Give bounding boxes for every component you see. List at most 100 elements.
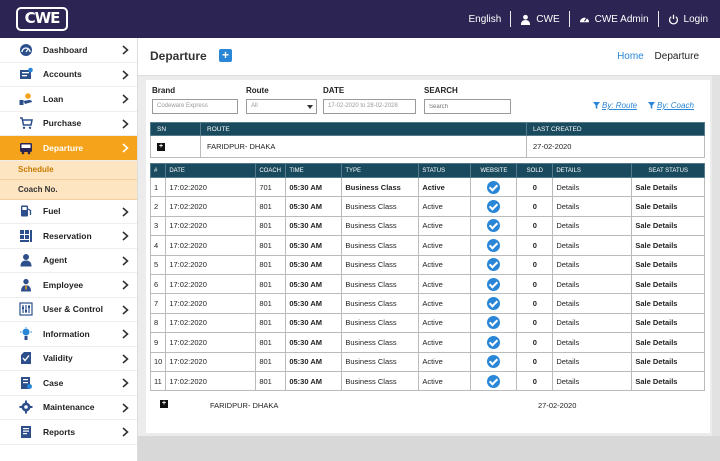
index-cell: 6: [149, 273, 167, 295]
website-check-icon[interactable]: [487, 219, 501, 233]
login-button[interactable]: Login: [668, 14, 708, 25]
table-row[interactable]: 4 17:02:2020 801 05:30 AM Business Class Acti…: [149, 235, 705, 256]
admin-menu[interactable]: CWE Admin: [579, 14, 649, 25]
top-navbar: CWE English CWE CWE Admin Login: [0, 0, 720, 38]
details-link[interactable]: Details: [552, 370, 633, 392]
details-link[interactable]: Details: [552, 215, 633, 237]
table-row[interactable]: 10 17:02:2020 801 05:30 AM Business Class Act…: [149, 351, 705, 372]
sale-details-link[interactable]: Sale Details: [631, 370, 705, 392]
filter-by-coach-link[interactable]: By: Coach: [648, 101, 694, 110]
sidebar-item-case[interactable]: Case: [0, 371, 137, 396]
search-label: SEARCH: [424, 86, 458, 95]
expand-cell: +: [150, 135, 201, 158]
table-row[interactable]: 11 17:02:2020 801 05:30 AM Business Class Act…: [149, 370, 705, 392]
table-row[interactable]: 7 17:02:2020 801 05:30 AM Business Class Acti…: [149, 293, 705, 314]
website-check-icon[interactable]: [487, 200, 501, 214]
details-link[interactable]: Details: [552, 273, 633, 295]
route-row[interactable]: + FARIDPUR- DHAKA 27-02-2020: [150, 135, 705, 158]
coach-cell: 801: [255, 293, 287, 314]
sale-details-link[interactable]: Sale Details: [631, 235, 705, 256]
status-cell: Active: [418, 370, 472, 392]
table-row[interactable]: 6 17:02:2020 801 05:30 AM Business Class Acti…: [149, 273, 705, 295]
sidebar-item-purchase[interactable]: Purchase: [0, 112, 137, 136]
website-check-icon[interactable]: [487, 355, 501, 369]
filter-by-route-link[interactable]: By: Route: [593, 101, 637, 110]
expand-plus-icon[interactable]: +: [160, 400, 168, 408]
chevron-right-icon: [122, 280, 129, 290]
route-group-row[interactable]: + FARIDPUR- DHAKA 27-02-2020: [150, 398, 705, 412]
website-check-icon[interactable]: [487, 238, 501, 252]
org-menu[interactable]: CWE: [520, 14, 560, 25]
sidebar-item-departure[interactable]: Departure: [0, 136, 137, 161]
language-selector[interactable]: English: [468, 14, 501, 25]
sidebar-item-label: Loan: [43, 93, 64, 104]
add-departure-button[interactable]: +: [219, 49, 232, 62]
route-table: SN ROUTE LAST CREATED + FARIDPUR- DHAKA …: [150, 122, 705, 158]
scrollbar-track[interactable]: [712, 76, 720, 461]
sold-cell: 0: [516, 196, 554, 217]
table-row[interactable]: 9 17:02:2020 801 05:30 AM Business Class Acti…: [149, 332, 705, 353]
sidebar-item-maintenance[interactable]: Maintenance: [0, 396, 137, 420]
breadcrumb-home-link[interactable]: Home: [617, 51, 644, 62]
sidebar-item-label: Reservation: [43, 230, 92, 241]
sale-details-link[interactable]: Sale Details: [631, 293, 705, 314]
website-check-icon[interactable]: [487, 277, 501, 291]
date-range-input[interactable]: 17-02-2020 to 28-02-2028: [323, 99, 416, 114]
sale-details-link[interactable]: Sale Details: [631, 176, 705, 198]
expand-plus-icon[interactable]: +: [157, 143, 165, 151]
website-check-icon[interactable]: [487, 258, 501, 272]
sidebar-item-loan[interactable]: Loan: [0, 87, 137, 112]
sale-details-link[interactable]: Sale Details: [631, 254, 705, 275]
details-link[interactable]: Details: [552, 196, 633, 217]
details-link[interactable]: Details: [552, 312, 633, 334]
fuel-icon: [18, 204, 33, 219]
sidebar-item-dashboard[interactable]: Dashboard: [0, 38, 137, 63]
website-cell: [470, 215, 518, 237]
page-title: Departure: [150, 49, 207, 63]
details-link[interactable]: Details: [552, 293, 633, 314]
table-row[interactable]: 8 17:02:2020 801 05:30 AM Business Class Acti…: [149, 312, 705, 334]
website-check-icon[interactable]: [487, 374, 501, 388]
sidebar-item-validity[interactable]: Validity: [0, 347, 137, 371]
sale-details-link[interactable]: Sale Details: [631, 351, 705, 372]
details-link[interactable]: Details: [552, 176, 633, 198]
sale-details-link[interactable]: Sale Details: [631, 215, 705, 237]
sale-details-link[interactable]: Sale Details: [631, 332, 705, 353]
sidebar-item-reports[interactable]: Reports: [0, 420, 137, 445]
sidebar-item-information[interactable]: Information: [0, 322, 137, 347]
sale-details-link[interactable]: Sale Details: [631, 196, 705, 217]
chevron-right-icon: [122, 143, 129, 153]
table-row[interactable]: 2 17:02:2020 801 05:30 AM Business Class Acti…: [149, 196, 705, 217]
table-row[interactable]: 5 17:02:2020 801 05:30 AM Business Class Acti…: [149, 254, 705, 275]
website-check-icon[interactable]: [487, 180, 501, 194]
details-link[interactable]: Details: [552, 332, 633, 353]
details-link[interactable]: Details: [552, 351, 633, 372]
date-cell: 17:02:2020: [165, 254, 257, 275]
sidebar-item-agent[interactable]: Agent: [0, 249, 137, 273]
search-input[interactable]: [424, 99, 511, 114]
sidebar-item-user-control[interactable]: User & Control: [0, 298, 137, 322]
sidebar-item-accounts[interactable]: Accounts: [0, 63, 137, 87]
sidebar-item-reservation[interactable]: Reservation: [0, 224, 137, 249]
submenu-item-coach-no[interactable]: Coach No.: [0, 180, 137, 200]
sale-details-link[interactable]: Sale Details: [631, 312, 705, 334]
sidebar-item-employee[interactable]: Employee: [0, 273, 137, 298]
user-icon: [521, 14, 531, 25]
sale-details-link[interactable]: Sale Details: [631, 273, 705, 295]
details-link[interactable]: Details: [552, 235, 633, 256]
table-row[interactable]: 3 17:02:2020 801 05:30 AM Business Class Acti…: [149, 215, 705, 237]
time-cell: 05:30 AM: [285, 273, 343, 295]
table-row[interactable]: 1 17:02:2020 701 05:30 AM Business Class Acti…: [149, 176, 705, 198]
brand-select[interactable]: Codeware Express: [152, 99, 238, 114]
website-check-icon[interactable]: [487, 335, 501, 349]
submenu-item-schedule[interactable]: Schedule: [0, 160, 137, 180]
website-check-icon[interactable]: [487, 316, 501, 330]
type-cell: Business Class: [341, 351, 420, 372]
col-coach: COACH: [255, 163, 287, 178]
sidebar-item-fuel[interactable]: Fuel: [0, 200, 137, 224]
website-check-icon[interactable]: [487, 297, 501, 311]
cwe-logo[interactable]: CWE: [16, 7, 68, 31]
coach-cell: 801: [255, 332, 287, 353]
details-link[interactable]: Details: [552, 254, 633, 275]
route-select[interactable]: All: [246, 99, 317, 114]
